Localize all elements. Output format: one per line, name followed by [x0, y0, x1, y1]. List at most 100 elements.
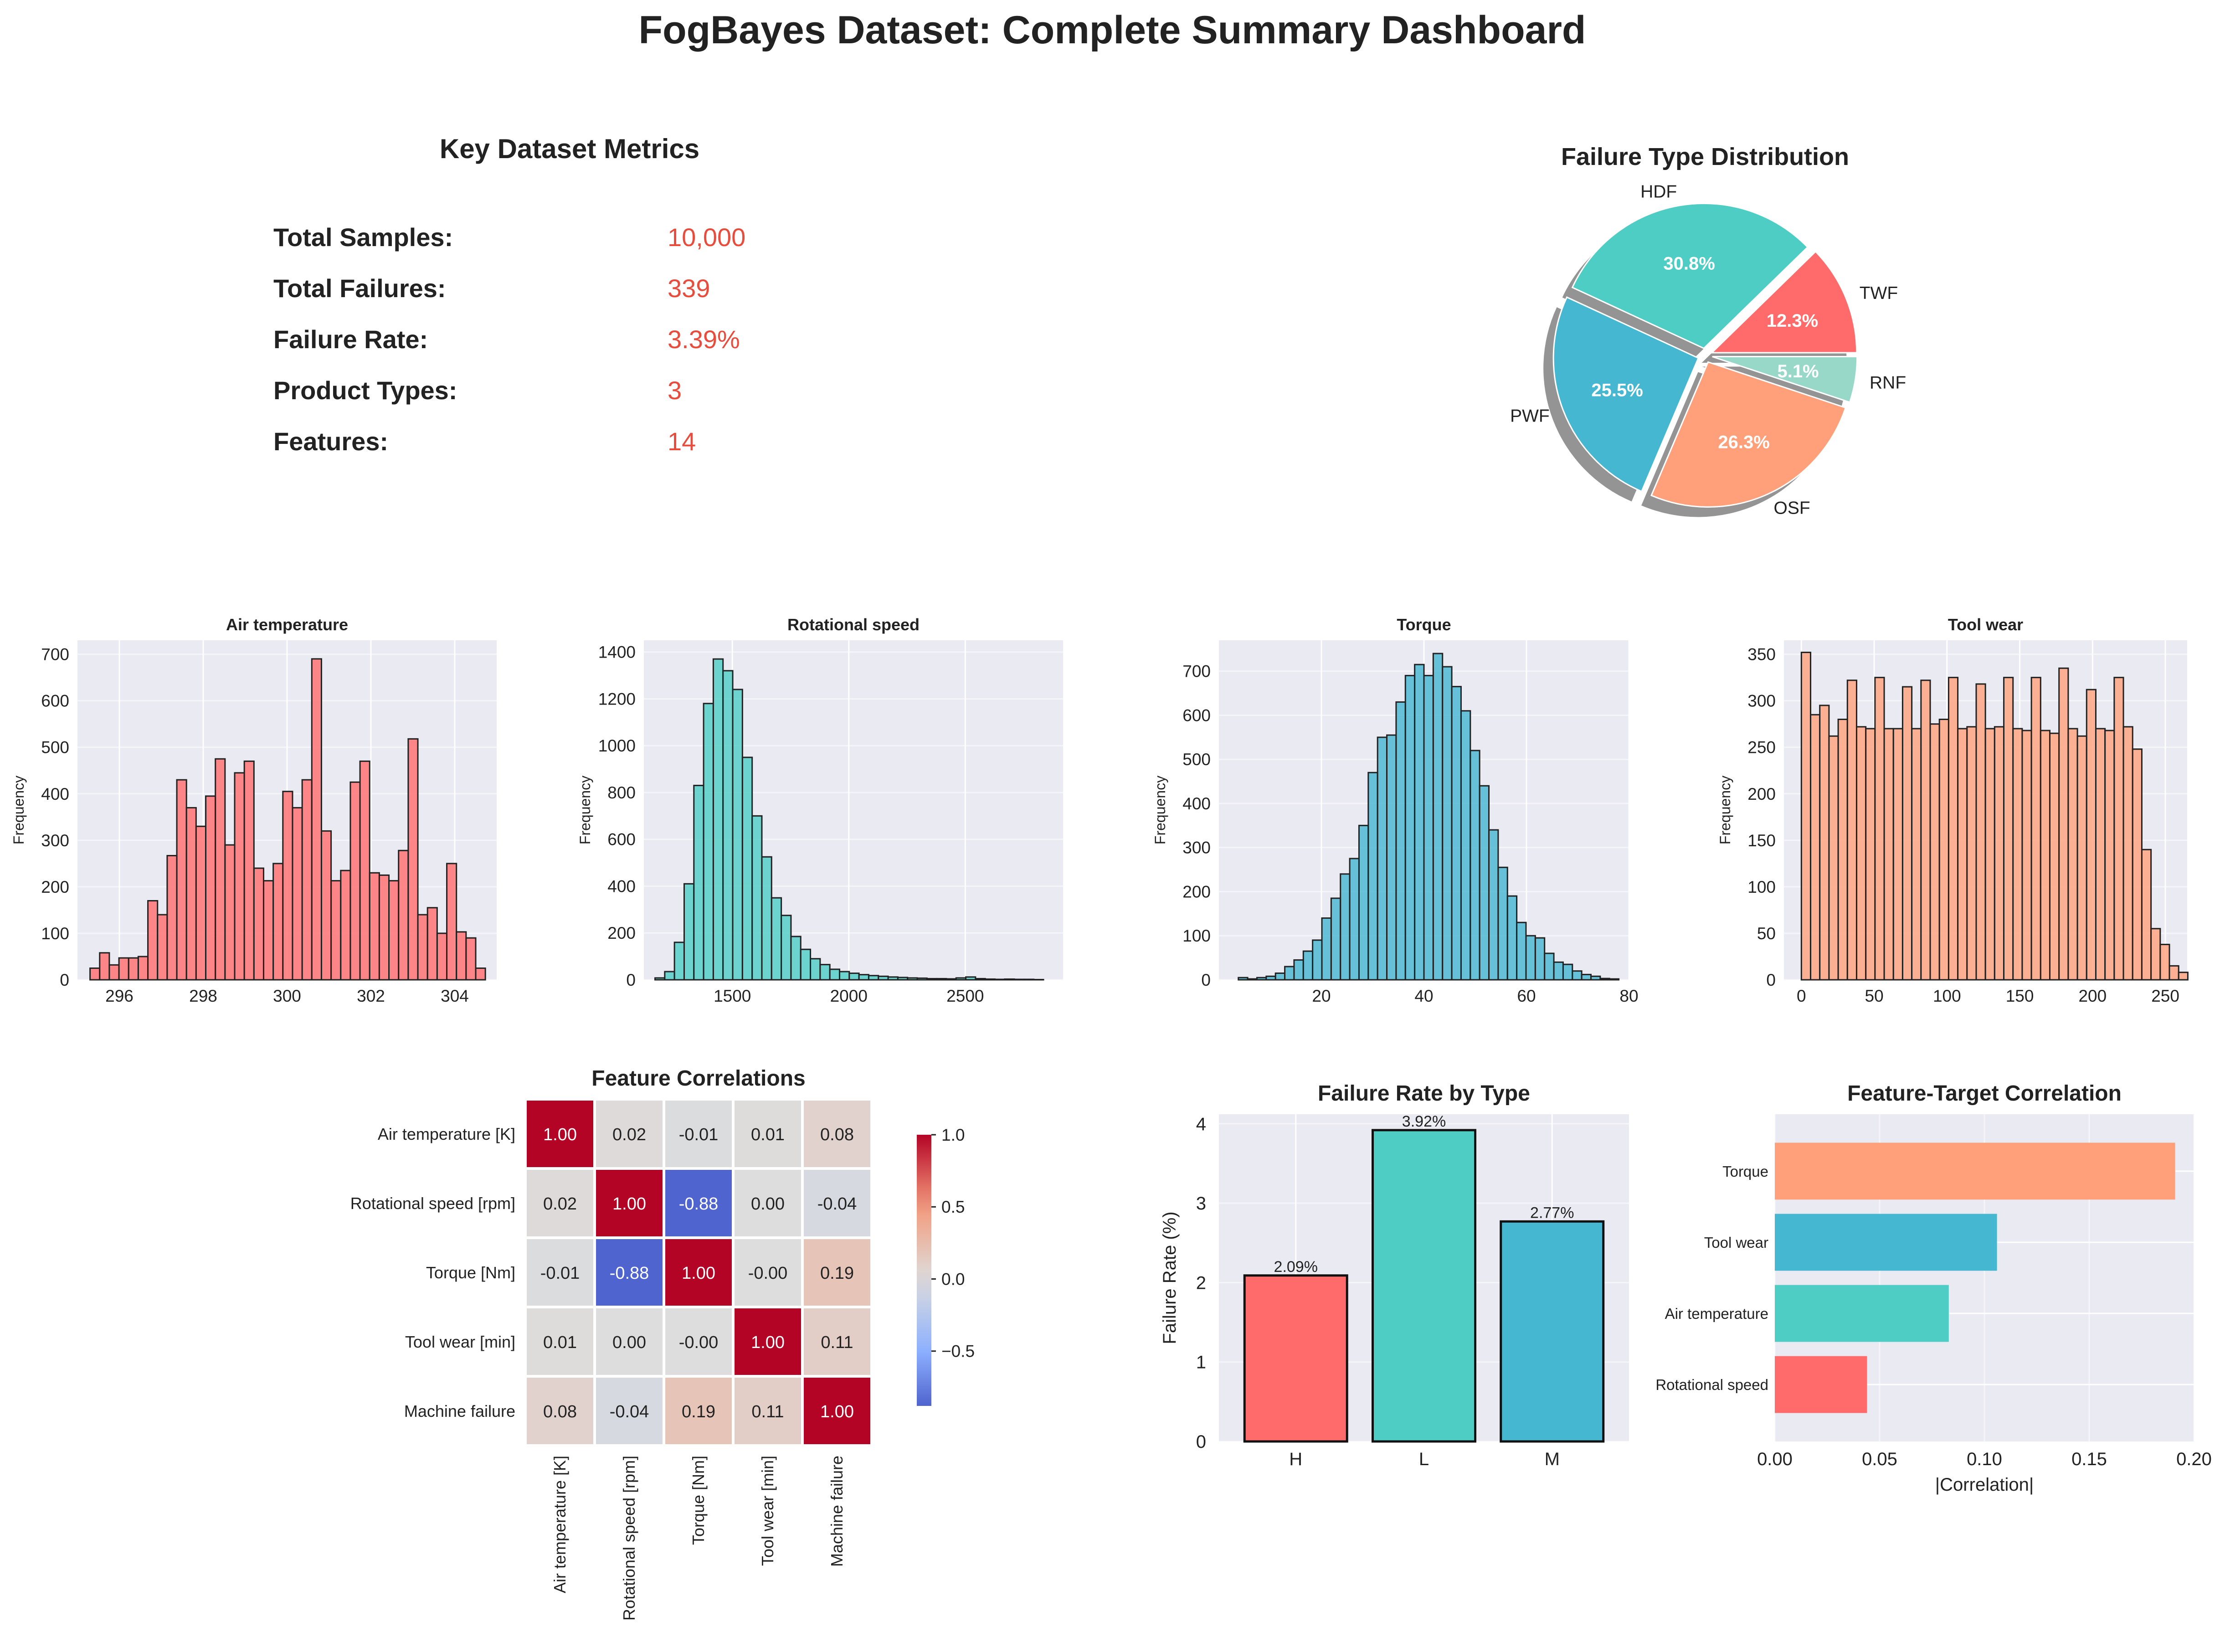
hist-bar	[1800, 652, 1812, 981]
heatmap: Feature Correlations 1.00 0.02 -0.01 0.01 0.0…	[350, 1066, 975, 1621]
hist-bar	[243, 760, 255, 981]
hist-bar	[1023, 978, 1035, 981]
hist-bar	[693, 785, 704, 981]
hist-bar	[407, 738, 419, 981]
metric-label: Product Types:	[273, 376, 457, 405]
y-tick-label: 4	[1196, 1114, 1206, 1134]
x-tick-label: 298	[189, 987, 217, 1005]
heatmap-cell	[524, 1098, 596, 1170]
heatmap-cell-value: -0.01	[679, 1125, 719, 1144]
heatmap-cell	[732, 1167, 804, 1239]
hist-bar	[1423, 674, 1434, 981]
heatmap-cell-value: 1.00	[612, 1194, 646, 1214]
hist-bar	[1581, 973, 1592, 981]
bar-type: 2.09% H 3.92% L 2.77% M 0 1 2 3 4 Failure Rate by T…	[1160, 1081, 1629, 1469]
hist-bar	[224, 844, 236, 981]
hist-bar	[994, 978, 1006, 981]
y-axis-label: Frequency	[1717, 776, 1733, 844]
pie-pct-label: 25.5%	[1591, 380, 1643, 400]
correlation-bar	[1775, 1356, 1867, 1413]
y-tick-label: 3	[1196, 1194, 1206, 1214]
heatmap-cell-value: -0.00	[679, 1333, 719, 1352]
y-tick-label: 100	[41, 924, 69, 943]
metric-value: 3.39%	[668, 325, 740, 354]
hist-bar	[2150, 928, 2161, 981]
y-tick-label: 800	[607, 783, 636, 802]
key-metrics-panel: Key Dataset Metrics Total Samples: 10,00…	[273, 134, 745, 456]
y-tick-label: 0	[1196, 1432, 1206, 1452]
x-axis-label: |Correlation|	[1935, 1475, 2034, 1495]
correlation-bar	[1775, 1143, 2175, 1200]
hist-bar	[137, 956, 149, 981]
failure-rate-bar	[1372, 1129, 1476, 1443]
hist-bar	[1975, 683, 1986, 981]
hist-bar	[1460, 710, 1471, 981]
metric-value: 14	[668, 427, 696, 456]
hist-bar	[359, 760, 370, 981]
y-tick-label: 0	[1766, 971, 1776, 989]
heatmap-cell-value: -0.01	[540, 1264, 580, 1283]
pie-pct-label: 30.8%	[1663, 253, 1715, 273]
hist-bar	[89, 967, 101, 981]
y-tick-label: 300	[41, 831, 69, 850]
hist-bar	[1911, 728, 1922, 981]
hist-bar	[1470, 750, 1480, 981]
hist-bar	[1865, 728, 1876, 981]
hist-bar	[1432, 653, 1444, 981]
heatmap-title: Feature Correlations	[591, 1066, 805, 1091]
hist-bar	[369, 872, 380, 981]
y-tick-label: 1200	[598, 690, 636, 708]
hist-bar	[2076, 735, 2087, 981]
hist-bar	[878, 975, 889, 981]
hist-bar	[1033, 978, 1044, 981]
hist-bar	[1920, 679, 1931, 981]
hist-bar	[446, 863, 457, 981]
x-tick-label: 40	[1414, 987, 1433, 1005]
hist-bar	[1599, 978, 1610, 981]
hist-bar	[1846, 679, 1857, 981]
hist-bar	[2168, 965, 2179, 981]
hist-bar	[272, 863, 284, 981]
hist-bar	[1562, 963, 1573, 981]
hist-bar	[1883, 728, 1894, 981]
colorbar-tick-label: 1.0	[941, 1126, 965, 1144]
hist-rot: 1500 2000 2500 0 200 400 600 800 1000 1200 1400 Rot…	[577, 615, 1063, 1005]
y-tick-label: 100	[1182, 926, 1211, 945]
hist-bar	[253, 867, 264, 981]
hist-bar	[1966, 726, 1977, 981]
y-tick-label: 0	[60, 971, 69, 989]
hist-bar	[916, 977, 928, 981]
hist-bar	[128, 957, 139, 981]
hist-bar	[1404, 674, 1416, 981]
y-tick-label: 300	[1747, 692, 1776, 710]
heatmap-col-label: Tool wear [min]	[758, 1456, 777, 1566]
hist-bar	[1488, 829, 1499, 981]
y-axis-label: Frequency	[10, 776, 27, 844]
metric-label: Total Failures:	[273, 274, 446, 303]
hist-bar	[712, 658, 724, 981]
y-tick-label: 1400	[598, 643, 636, 662]
metric-label: Failure Rate:	[273, 325, 428, 354]
hist-bar	[1828, 735, 1839, 981]
hist-bar	[2095, 728, 2106, 981]
x-tick-label: 200	[2078, 987, 2107, 1005]
hist-torque: 20 40 60 80 0 100 200 300 400 500 600 700 Torque Freq…	[1152, 615, 1639, 1005]
hist-bar	[1874, 677, 1885, 981]
hist-bar	[2086, 689, 2097, 981]
x-tick-label: L	[1419, 1449, 1429, 1469]
hist-bar	[176, 779, 187, 981]
hist-bar	[722, 670, 734, 981]
hist-bar	[1238, 977, 1249, 981]
y-axis-label: Failure Rate (%)	[1160, 1211, 1180, 1344]
colorbar-tick-label: −0.5	[941, 1342, 975, 1361]
hist-bar	[2030, 677, 2041, 981]
hist-bar	[349, 781, 361, 981]
hist-bar	[99, 952, 110, 981]
hist-bar	[330, 880, 342, 981]
hist-bar	[1984, 728, 1995, 981]
correlation-bar	[1775, 1214, 1997, 1271]
colorbar-tick-label: 0.5	[941, 1198, 965, 1216]
heatmap-cell	[524, 1375, 596, 1447]
bar-type-title: Failure Rate by Type	[1318, 1081, 1530, 1106]
